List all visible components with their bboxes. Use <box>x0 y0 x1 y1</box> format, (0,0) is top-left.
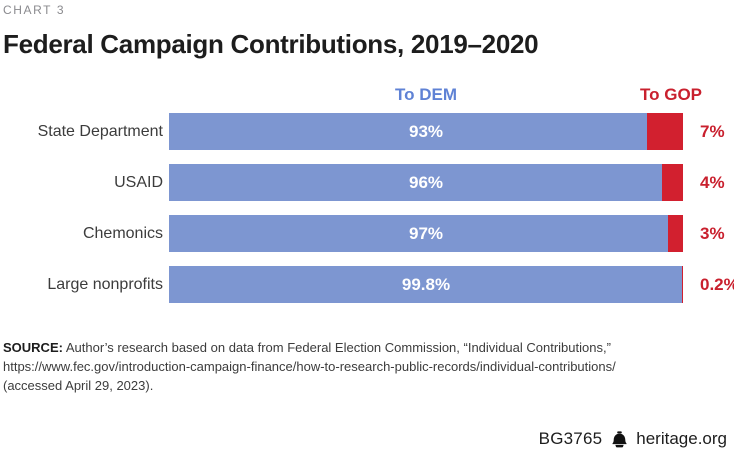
page-title: Federal Campaign Contributions, 2019–202… <box>3 29 539 59</box>
category-label: Large nonprofits <box>47 275 163 293</box>
dem-bar-segment <box>169 266 682 303</box>
bar-rows: State Department 93% 7% USAID 96% 4% Che… <box>3 113 734 303</box>
bar-track: 93% <box>169 113 683 150</box>
chart-number-eyebrow: CHART 3 <box>3 3 66 17</box>
gop-bar-value: 0.2% <box>700 274 734 294</box>
bar-track: 96% <box>169 164 683 201</box>
source-text: Author’s research based on data from Fed… <box>65 340 611 355</box>
gop-bar-value: 4% <box>700 172 725 192</box>
gop-bar-segment <box>667 215 683 252</box>
bar-row: Chemonics 97% 3% <box>3 215 730 252</box>
bar-track: 97% <box>169 215 683 252</box>
footer-site: heritage.org <box>636 429 727 448</box>
dem-bar-value: 97% <box>408 224 444 243</box>
legend-row: To DEM To GOP <box>3 85 730 105</box>
footer: BG3765 heritage.org <box>539 429 727 449</box>
dem-bar-segment <box>169 164 663 201</box>
gop-bar-value: 7% <box>700 121 725 141</box>
bar-row: USAID 96% 4% <box>3 164 730 201</box>
gop-bar-segment <box>647 113 683 150</box>
source-url: https://www.fec.gov/introduction-campaig… <box>3 359 616 374</box>
legend-gop-label: To GOP <box>639 85 702 104</box>
dem-bar-value: 93% <box>408 122 444 141</box>
dem-bar-segment <box>169 215 668 252</box>
dem-bar-value: 96% <box>408 173 444 192</box>
liberty-bell-icon <box>610 431 629 448</box>
source-note: SOURCE: Author’s research based on data … <box>3 338 730 395</box>
gop-bar-segment <box>662 164 683 201</box>
source-accessed: (accessed April 29, 2023). <box>3 378 154 393</box>
legend-dem-label: To DEM <box>394 85 457 104</box>
category-label: State Department <box>37 122 163 140</box>
gop-bar-segment <box>681 266 683 303</box>
footer-doc-id: BG3765 <box>538 429 603 448</box>
category-label: USAID <box>114 173 163 191</box>
source-label: SOURCE: <box>3 340 63 355</box>
category-label: Chemonics <box>82 224 163 242</box>
bar-track: 99.8% <box>169 266 683 303</box>
bar-row: Large nonprofits 99.8% 0.2% <box>3 266 734 303</box>
bar-row: State Department 93% 7% <box>3 113 730 150</box>
dem-bar-value: 99.8% <box>401 275 451 294</box>
dem-bar-segment <box>169 113 648 150</box>
gop-bar-value: 3% <box>700 223 725 243</box>
